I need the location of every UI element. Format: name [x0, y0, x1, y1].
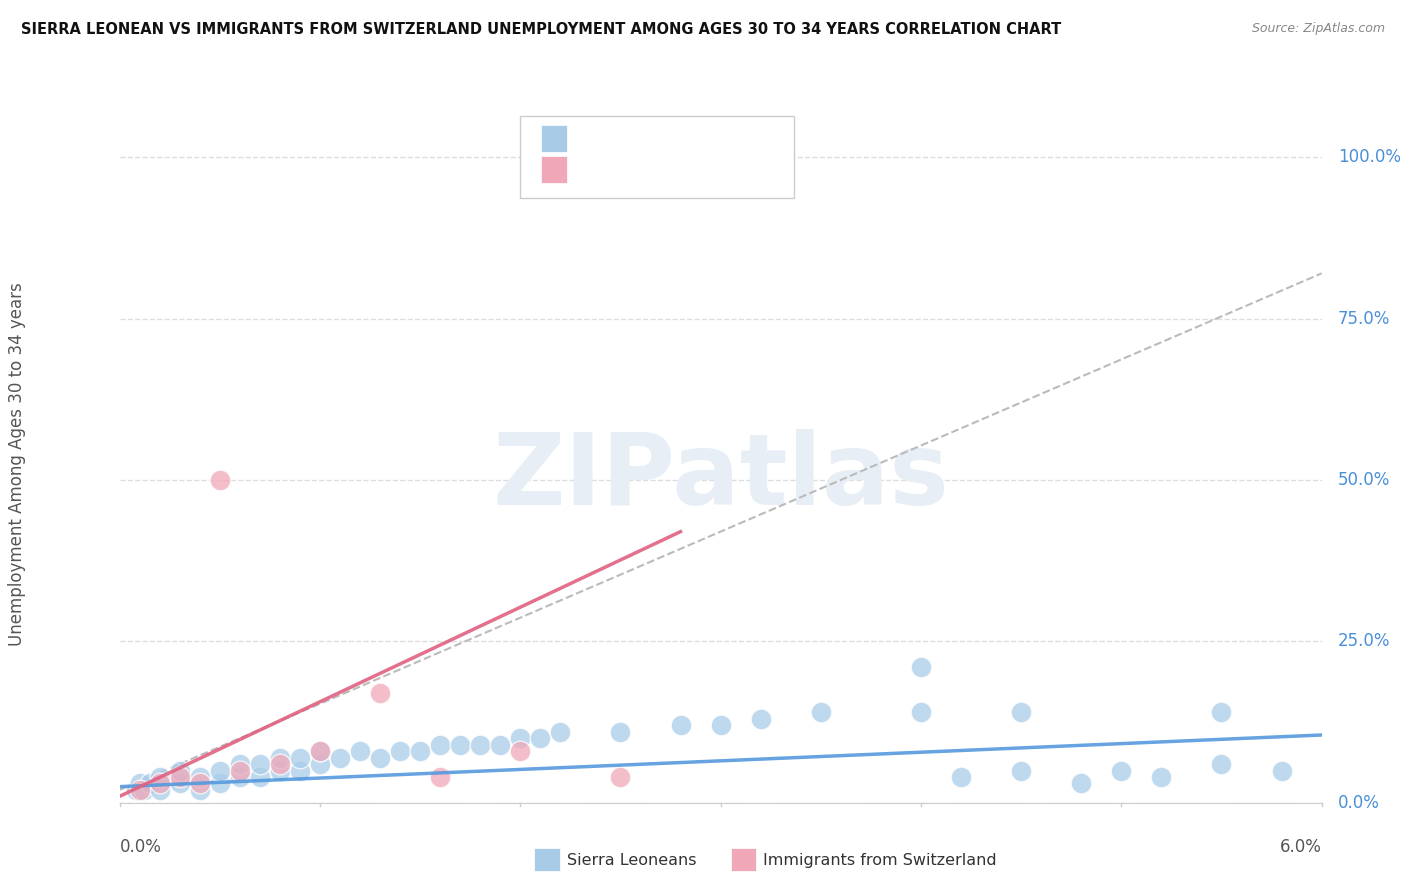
Text: SIERRA LEONEAN VS IMMIGRANTS FROM SWITZERLAND UNEMPLOYMENT AMONG AGES 30 TO 34 Y: SIERRA LEONEAN VS IMMIGRANTS FROM SWITZE… [21, 22, 1062, 37]
Point [509, 731, 531, 746]
Point [749, 712, 772, 726]
Point [388, 744, 412, 758]
Point [208, 473, 231, 487]
Point [910, 706, 932, 720]
Point [548, 724, 571, 739]
Point [169, 776, 191, 790]
Point [128, 783, 150, 797]
Text: Sierra Leoneans: Sierra Leoneans [567, 854, 696, 868]
Point [132, 783, 155, 797]
Text: 0.0%: 0.0% [1337, 794, 1379, 812]
Point [269, 757, 291, 772]
Text: Source: ZipAtlas.com: Source: ZipAtlas.com [1251, 22, 1385, 36]
Point [169, 764, 191, 778]
Text: 25.0%: 25.0% [1337, 632, 1391, 650]
Point [188, 783, 211, 797]
Point [288, 750, 311, 764]
Point [269, 750, 291, 764]
Point [128, 776, 150, 790]
Point [149, 783, 172, 797]
Text: 0.337: 0.337 [614, 129, 671, 147]
Text: 75.0%: 75.0% [1337, 310, 1391, 327]
Point [669, 718, 692, 732]
Point [1070, 776, 1092, 790]
Text: 50: 50 [700, 129, 725, 147]
Point [1010, 706, 1032, 720]
Point [529, 731, 551, 746]
Text: Immigrants from Switzerland: Immigrants from Switzerland [763, 854, 997, 868]
Point [950, 770, 973, 784]
Point [288, 764, 311, 778]
Point [228, 757, 252, 772]
Point [208, 776, 231, 790]
Point [188, 776, 211, 790]
Point [669, 150, 692, 164]
Point [1111, 764, 1133, 778]
Point [1211, 706, 1233, 720]
Point [349, 744, 371, 758]
Point [429, 770, 451, 784]
Point [138, 776, 160, 790]
Point [309, 744, 332, 758]
Point [1211, 757, 1233, 772]
Point [910, 660, 932, 674]
Point [149, 776, 172, 790]
Point [149, 770, 172, 784]
Point [609, 724, 631, 739]
Text: 50.0%: 50.0% [1337, 471, 1391, 489]
Text: N =: N = [659, 161, 711, 178]
Point [188, 770, 211, 784]
Point [1150, 770, 1173, 784]
Point [368, 686, 391, 700]
Point [269, 764, 291, 778]
Point [1271, 764, 1294, 778]
Text: Unemployment Among Ages 30 to 34 years: Unemployment Among Ages 30 to 34 years [8, 282, 25, 646]
Text: 6.0%: 6.0% [1279, 838, 1322, 856]
Point [449, 738, 471, 752]
Point [169, 770, 191, 784]
Point [228, 764, 252, 778]
Text: ZIPatlas: ZIPatlas [492, 429, 949, 526]
Text: 100.0%: 100.0% [1337, 148, 1400, 166]
Point [468, 738, 492, 752]
Point [609, 770, 631, 784]
Point [709, 718, 731, 732]
Point [489, 738, 512, 752]
Point [249, 770, 271, 784]
Point [409, 744, 432, 758]
Point [429, 738, 451, 752]
Text: 0.371: 0.371 [614, 161, 671, 178]
Text: R =: R = [578, 129, 617, 147]
Point [329, 750, 352, 764]
Point [124, 783, 146, 797]
Point [1010, 764, 1032, 778]
Point [249, 757, 271, 772]
Text: 0.0%: 0.0% [120, 838, 162, 856]
Point [309, 744, 332, 758]
Point [368, 750, 391, 764]
Text: R =: R = [578, 161, 617, 178]
Point [228, 770, 252, 784]
Point [509, 744, 531, 758]
Text: N =: N = [659, 129, 711, 147]
Point [309, 757, 332, 772]
Point [208, 764, 231, 778]
Text: 13: 13 [700, 161, 725, 178]
Point [810, 706, 832, 720]
